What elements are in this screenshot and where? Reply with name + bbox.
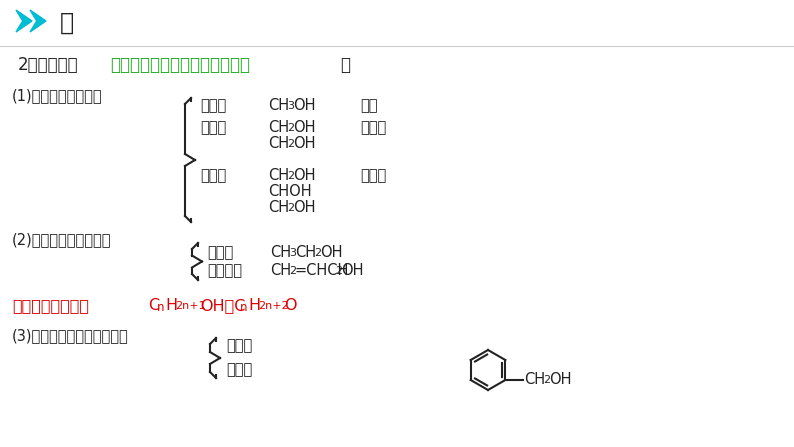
Text: 2、醇分类（: 2、醇分类（ — [18, 56, 79, 74]
Text: OH: OH — [293, 200, 315, 215]
Text: 芳香醇: 芳香醇 — [226, 362, 252, 377]
Text: OH: OH — [293, 168, 315, 183]
Text: 醇: 醇 — [60, 11, 74, 35]
Text: OH: OH — [293, 120, 315, 135]
Text: OH: OH — [341, 263, 364, 278]
Text: CH: CH — [270, 263, 291, 278]
Text: 2: 2 — [287, 203, 294, 213]
Text: 2: 2 — [287, 139, 294, 149]
Text: (3)根据烃基中是否含苯环分: (3)根据烃基中是否含苯环分 — [12, 328, 129, 343]
Text: H: H — [165, 298, 177, 313]
Text: (2)根据烃基是否饱和分: (2)根据烃基是否饱和分 — [12, 232, 111, 247]
Text: 脂肪醇: 脂肪醇 — [226, 338, 252, 353]
Text: 二元醇: 二元醇 — [200, 120, 226, 135]
Text: CH: CH — [268, 168, 289, 183]
Text: CH: CH — [268, 120, 289, 135]
Text: 2: 2 — [335, 266, 342, 276]
Text: OH或C: OH或C — [200, 298, 245, 313]
Text: 2n+1: 2n+1 — [175, 301, 206, 311]
Text: n: n — [240, 301, 248, 314]
Text: 3: 3 — [287, 101, 294, 111]
Text: CH: CH — [268, 98, 289, 113]
Text: 2: 2 — [287, 123, 294, 133]
Text: 2: 2 — [314, 248, 321, 258]
Text: 乙二醇: 乙二醇 — [360, 120, 386, 135]
Text: H: H — [248, 298, 260, 313]
Text: 多元醇: 多元醇 — [200, 168, 226, 183]
Text: 2: 2 — [289, 266, 296, 276]
Text: 3: 3 — [289, 248, 296, 258]
Text: (1)根据羟基的数目分: (1)根据羟基的数目分 — [12, 88, 102, 103]
Text: OH: OH — [293, 98, 315, 113]
Polygon shape — [30, 10, 46, 32]
Text: 一元醇: 一元醇 — [200, 98, 226, 113]
Text: n: n — [157, 301, 164, 314]
Text: 饱和醇: 饱和醇 — [207, 245, 233, 260]
Text: CH: CH — [268, 200, 289, 215]
Text: 丙三醇: 丙三醇 — [360, 168, 386, 183]
Text: OH: OH — [320, 245, 342, 260]
Text: 不饱和醇: 不饱和醇 — [207, 263, 242, 278]
Text: CHOH: CHOH — [268, 184, 311, 199]
Text: ）: ） — [340, 56, 350, 74]
Text: CH: CH — [295, 245, 316, 260]
Text: CH: CH — [524, 372, 545, 387]
Text: 饱和一元醇通式：: 饱和一元醇通式： — [12, 298, 89, 313]
Text: 甲醇: 甲醇 — [360, 98, 377, 113]
Text: OH: OH — [293, 136, 315, 151]
Text: 2: 2 — [543, 375, 550, 385]
Text: CH: CH — [268, 136, 289, 151]
Text: =CHCH: =CHCH — [295, 263, 349, 278]
Polygon shape — [16, 10, 32, 32]
Text: OH: OH — [549, 372, 572, 387]
Text: 2: 2 — [287, 171, 294, 181]
Text: O: O — [284, 298, 296, 313]
Text: 羟基不与苯环直接相连的有机物: 羟基不与苯环直接相连的有机物 — [110, 56, 250, 74]
Text: 2n+2: 2n+2 — [258, 301, 289, 311]
Text: C: C — [148, 298, 159, 313]
Text: CH: CH — [270, 245, 291, 260]
